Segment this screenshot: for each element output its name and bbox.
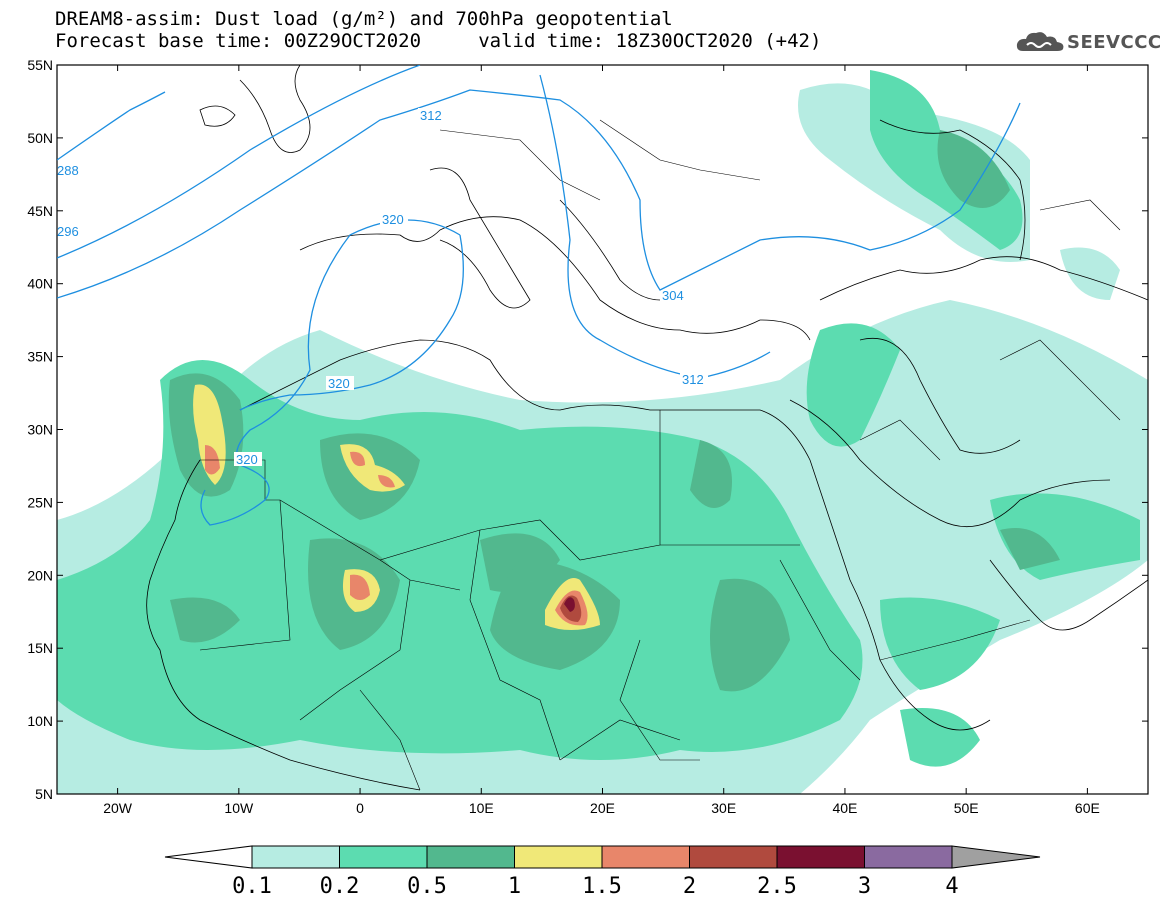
longitude-axis: 20W 10W 0 10E 20E 30E 40E 50E 60E [103,65,1100,816]
colorbar-box [689,845,778,869]
contour-labels: 312 288 296 320 320 320 304 312 [57,108,708,467]
colorbar-box [339,845,428,869]
dust-level-2.5 [564,597,575,612]
colorbar-label: 2 [683,874,696,899]
lon-tick-label: 30E [711,800,736,816]
lat-tick-label: 25N [27,494,53,510]
colorbar-box [514,845,603,869]
latitude-axis: 55N 50N 45N 40N 35N 30N 25N 20N 15N 10N 5N [27,57,1148,802]
lat-tick-label: 55N [27,57,53,73]
lon-tick-label: 60E [1075,800,1100,816]
lat-tick-label: 35N [27,349,53,365]
lon-tick-label: 20W [103,800,133,816]
colorbar-label: 3 [858,874,871,899]
lat-tick-label: 40N [27,276,53,292]
colorbar: 0.1 0.2 0.5 1 1.5 2 2.5 3 4 [164,845,1041,899]
colorbar-over-arrow [951,845,1041,869]
colorbar-under-arrow [164,845,253,869]
colorbar-label: 2.5 [757,874,797,899]
colorbar-box [601,845,690,869]
colorbar-label: 0.1 [232,874,272,899]
geopotential-contours [57,65,1021,526]
lon-tick-label: 10W [224,800,254,816]
lat-tick-label: 15N [27,640,53,656]
contour-label: 312 [420,108,442,123]
lon-tick-label: 50E [954,800,979,816]
colorbar-box [251,845,340,869]
colorbar-label: 1.5 [582,874,622,899]
contour-label: 320 [328,376,350,391]
logo-text: SEEVCCC [1067,31,1162,53]
colorbar-label: 4 [945,874,958,899]
contour-label: 288 [57,163,79,178]
lat-tick-label: 50N [27,130,53,146]
colorbar-label: 0.5 [407,874,447,899]
lon-tick-label: 20E [590,800,615,816]
colorbar-box [776,845,865,869]
contour-label: 304 [662,288,684,303]
lat-tick-label: 10N [27,713,53,729]
forecast-time-line: Forecast base time: 00Z29OCT2020 valid t… [55,30,822,52]
contour-label: 296 [57,224,79,239]
country-borders [199,119,1121,791]
map-header: DREAM8-assim: Dust load (g/m²) and 700hP… [55,8,821,52]
colorbar-box [426,845,515,869]
lat-tick-label: 45N [27,203,53,219]
contour-label: 312 [682,372,704,387]
title-line: DREAM8-assim: Dust load (g/m²) and 700hP… [55,8,673,30]
colorbar-label: 1 [508,874,521,899]
lon-tick-label: 0 [356,800,364,816]
contour-label: 320 [236,452,258,467]
cloud-icon [1016,32,1064,51]
contour-label: 320 [382,212,404,227]
seevccc-logo: SEEVCCC [1015,28,1162,56]
colorbar-label: 0.2 [320,874,360,899]
dust-field [57,70,1148,794]
lon-tick-label: 40E [832,800,857,816]
lat-tick-label: 20N [27,567,53,583]
lat-tick-label: 30N [27,422,53,438]
colorbar-box [864,845,953,869]
lat-tick-label: 5N [35,786,53,802]
lon-tick-label: 10E [469,800,494,816]
